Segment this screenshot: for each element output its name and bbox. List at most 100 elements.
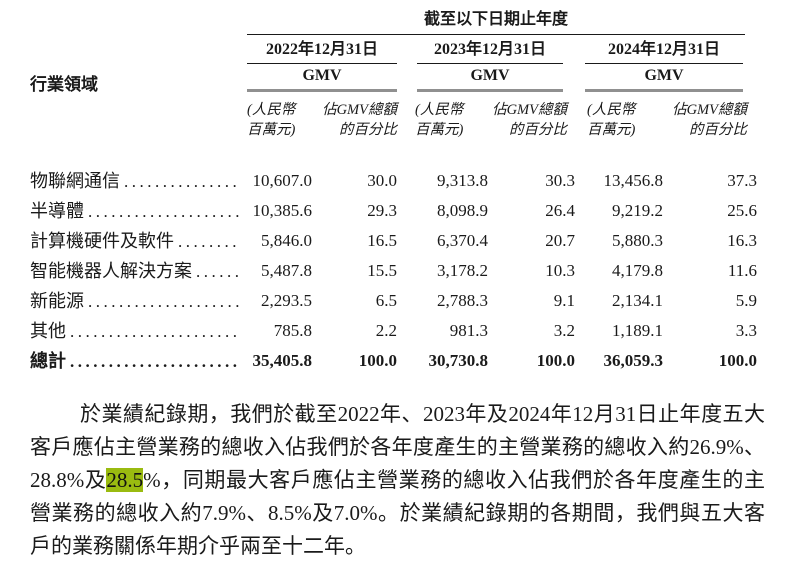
cell-2023-value: 30,730.8 [428, 351, 489, 370]
year-groups-header: 截至以下日期止年度 2022年12月31日 GMV (人民幣 百萬元) 佔GMV… [240, 8, 757, 140]
cell-2023-pct: 10.3 [545, 261, 575, 280]
cell-2023-pct: 9.1 [553, 291, 575, 310]
table-header: 行業領域 截至以下日期止年度 2022年12月31日 GMV (人民幣 百萬元) [30, 8, 757, 140]
row-label: 其他 [30, 321, 66, 341]
row-label: 半導體 [30, 201, 84, 221]
pct-subheader: 佔GMV總額 的百分比 [488, 100, 575, 140]
value-subheader-line2: 百萬元) [247, 122, 296, 138]
row-label: 新能源 [30, 291, 84, 311]
pct-subheader: 佔GMV總額 的百分比 [663, 100, 757, 140]
dot-leader [196, 256, 240, 287]
table-row-others: 其他 785.8 2.2 981.3 3.2 1,189.1 3.3 [30, 316, 757, 346]
cell-2022-value: 785.8 [273, 321, 312, 340]
pct-subheader-line1: 佔GMV總額 [322, 102, 397, 118]
year-group-row: 2022年12月31日 GMV (人民幣 百萬元) 佔GMV總額 的百分比 [240, 35, 757, 140]
cell-2024-pct: 37.3 [727, 171, 757, 190]
cell-2024-pct: 11.6 [727, 261, 757, 280]
pct-subheader-line2: 的百分比 [689, 122, 747, 138]
table-row-new-energy: 新能源 2,293.5 6.5 2,788.3 9.1 2,134.1 5.9 [30, 286, 757, 316]
cell-2024-value: 13,456.8 [603, 171, 664, 190]
cell-2023-pct: 100.0 [536, 351, 575, 370]
pct-subheader-line2: 的百分比 [509, 122, 567, 138]
cell-2022-value: 35,405.8 [252, 351, 313, 370]
span-header: 截至以下日期止年度 [247, 8, 745, 35]
value-subheader-line1: (人民幣 [247, 102, 296, 118]
cell-2023-pct: 20.7 [545, 231, 575, 250]
cell-2024-value: 4,179.8 [612, 261, 663, 280]
table-row-total: 總計 35,405.8 100.0 30,730.8 100.0 36,059.… [30, 346, 757, 376]
table-row-computer-hw-sw: 計算機硬件及軟件 5,846.0 16.5 6,370.4 20.7 5,880… [30, 226, 757, 256]
cell-2023-pct: 3.2 [553, 321, 575, 340]
row-label: 物聯網通信 [30, 171, 120, 191]
year-header-2024: 2024年12月31日 [585, 40, 743, 64]
year-group-2024: 2024年12月31日 GMV (人民幣 百萬元) 佔GMV總額 的百分比 [575, 35, 757, 140]
highlighted-value: 28.5 [106, 468, 144, 492]
cell-2022-pct: 2.2 [375, 321, 397, 340]
cell-2024-value: 1,189.1 [612, 321, 663, 340]
industry-column-header: 行業領域 [30, 75, 98, 94]
cell-2022-pct: 30.0 [367, 171, 397, 190]
row-label: 智能機器人解決方案 [30, 261, 192, 281]
value-subheader: (人民幣 百萬元) [240, 100, 312, 140]
cell-2024-pct: 100.0 [718, 351, 757, 370]
cell-2022-value: 5,846.0 [261, 231, 312, 250]
subcolumn-headers-2024: (人民幣 百萬元) 佔GMV總額 的百分比 [575, 100, 757, 140]
cell-2023-value: 981.3 [449, 321, 488, 340]
value-subheader-line2: 百萬元) [587, 122, 636, 138]
cell-2023-value: 8,098.9 [437, 201, 488, 220]
cell-2024-pct: 25.6 [727, 201, 757, 220]
body-paragraph: 於業績紀錄期，我們於截至2022年、2023年及2024年12月31日止年度五大… [30, 398, 765, 563]
cell-2023-value: 3,178.2 [437, 261, 488, 280]
cell-2024-pct: 16.3 [727, 231, 757, 250]
pct-subheader-line1: 佔GMV總額 [492, 102, 567, 118]
value-subheader: (人民幣 百萬元) [397, 100, 488, 140]
cell-2023-pct: 30.3 [545, 171, 575, 190]
cell-2024-value: 2,134.1 [612, 291, 663, 310]
dot-leader [70, 316, 240, 347]
pct-subheader-line1: 佔GMV總額 [672, 102, 747, 118]
subcolumn-headers-2023: (人民幣 百萬元) 佔GMV總額 的百分比 [397, 100, 575, 140]
dot-leader [124, 166, 240, 197]
row-label: 總計 [30, 351, 66, 371]
cell-2024-value: 36,059.3 [603, 351, 664, 370]
cell-2022-pct: 100.0 [358, 351, 397, 370]
year-header-2022: 2022年12月31日 [247, 40, 397, 64]
cell-2023-pct: 26.4 [545, 201, 575, 220]
dot-leader [70, 346, 240, 377]
cell-2024-pct: 3.3 [735, 321, 757, 340]
cell-2022-pct: 29.3 [367, 201, 397, 220]
cell-2022-value: 2,293.5 [261, 291, 312, 310]
dot-leader [178, 226, 240, 257]
cell-2022-pct: 16.5 [367, 231, 397, 250]
pct-subheader-line2: 的百分比 [339, 122, 397, 138]
row-label: 計算機硬件及軟件 [30, 231, 174, 251]
cell-2024-pct: 5.9 [735, 291, 757, 310]
cell-2022-pct: 15.5 [367, 261, 397, 280]
year-group-2022: 2022年12月31日 GMV (人民幣 百萬元) 佔GMV總額 的百分比 [240, 35, 397, 140]
cell-2022-value: 10,385.6 [252, 201, 313, 220]
gmv-by-industry-table: 行業領域 截至以下日期止年度 2022年12月31日 GMV (人民幣 百萬元) [30, 8, 757, 376]
subcolumn-headers-2022: (人民幣 百萬元) 佔GMV總額 的百分比 [240, 100, 397, 140]
value-subheader-line2: 百萬元) [415, 122, 464, 138]
table-row-semiconductor: 半導體 10,385.6 29.3 8,098.9 26.4 9,219.2 2… [30, 196, 757, 226]
cell-2024-value: 5,880.3 [612, 231, 663, 250]
cell-2023-value: 6,370.4 [437, 231, 488, 250]
gmv-header-2024: GMV [585, 66, 743, 92]
table-row-iot: 物聯網通信 10,607.0 30.0 9,313.8 30.3 13,456.… [30, 166, 757, 196]
cell-2024-value: 9,219.2 [612, 201, 663, 220]
gmv-header-2023: GMV [417, 66, 563, 92]
cell-2023-value: 9,313.8 [437, 171, 488, 190]
year-group-2023: 2023年12月31日 GMV (人民幣 百萬元) 佔GMV總額 的百分比 [397, 35, 575, 140]
table-body: 物聯網通信 10,607.0 30.0 9,313.8 30.3 13,456.… [30, 166, 757, 376]
value-subheader-line1: (人民幣 [587, 102, 636, 118]
pct-subheader: 佔GMV總額 的百分比 [312, 100, 397, 140]
dot-leader [88, 286, 240, 317]
cell-2022-value: 5,487.8 [261, 261, 312, 280]
gmv-header-2022: GMV [247, 66, 397, 92]
cell-2022-pct: 6.5 [375, 291, 397, 310]
value-subheader: (人民幣 百萬元) [575, 100, 663, 140]
table-row-robot-solutions: 智能機器人解決方案 5,487.8 15.5 3,178.2 10.3 4,17… [30, 256, 757, 286]
year-header-2023: 2023年12月31日 [417, 40, 563, 64]
cell-2022-value: 10,607.0 [252, 171, 313, 190]
